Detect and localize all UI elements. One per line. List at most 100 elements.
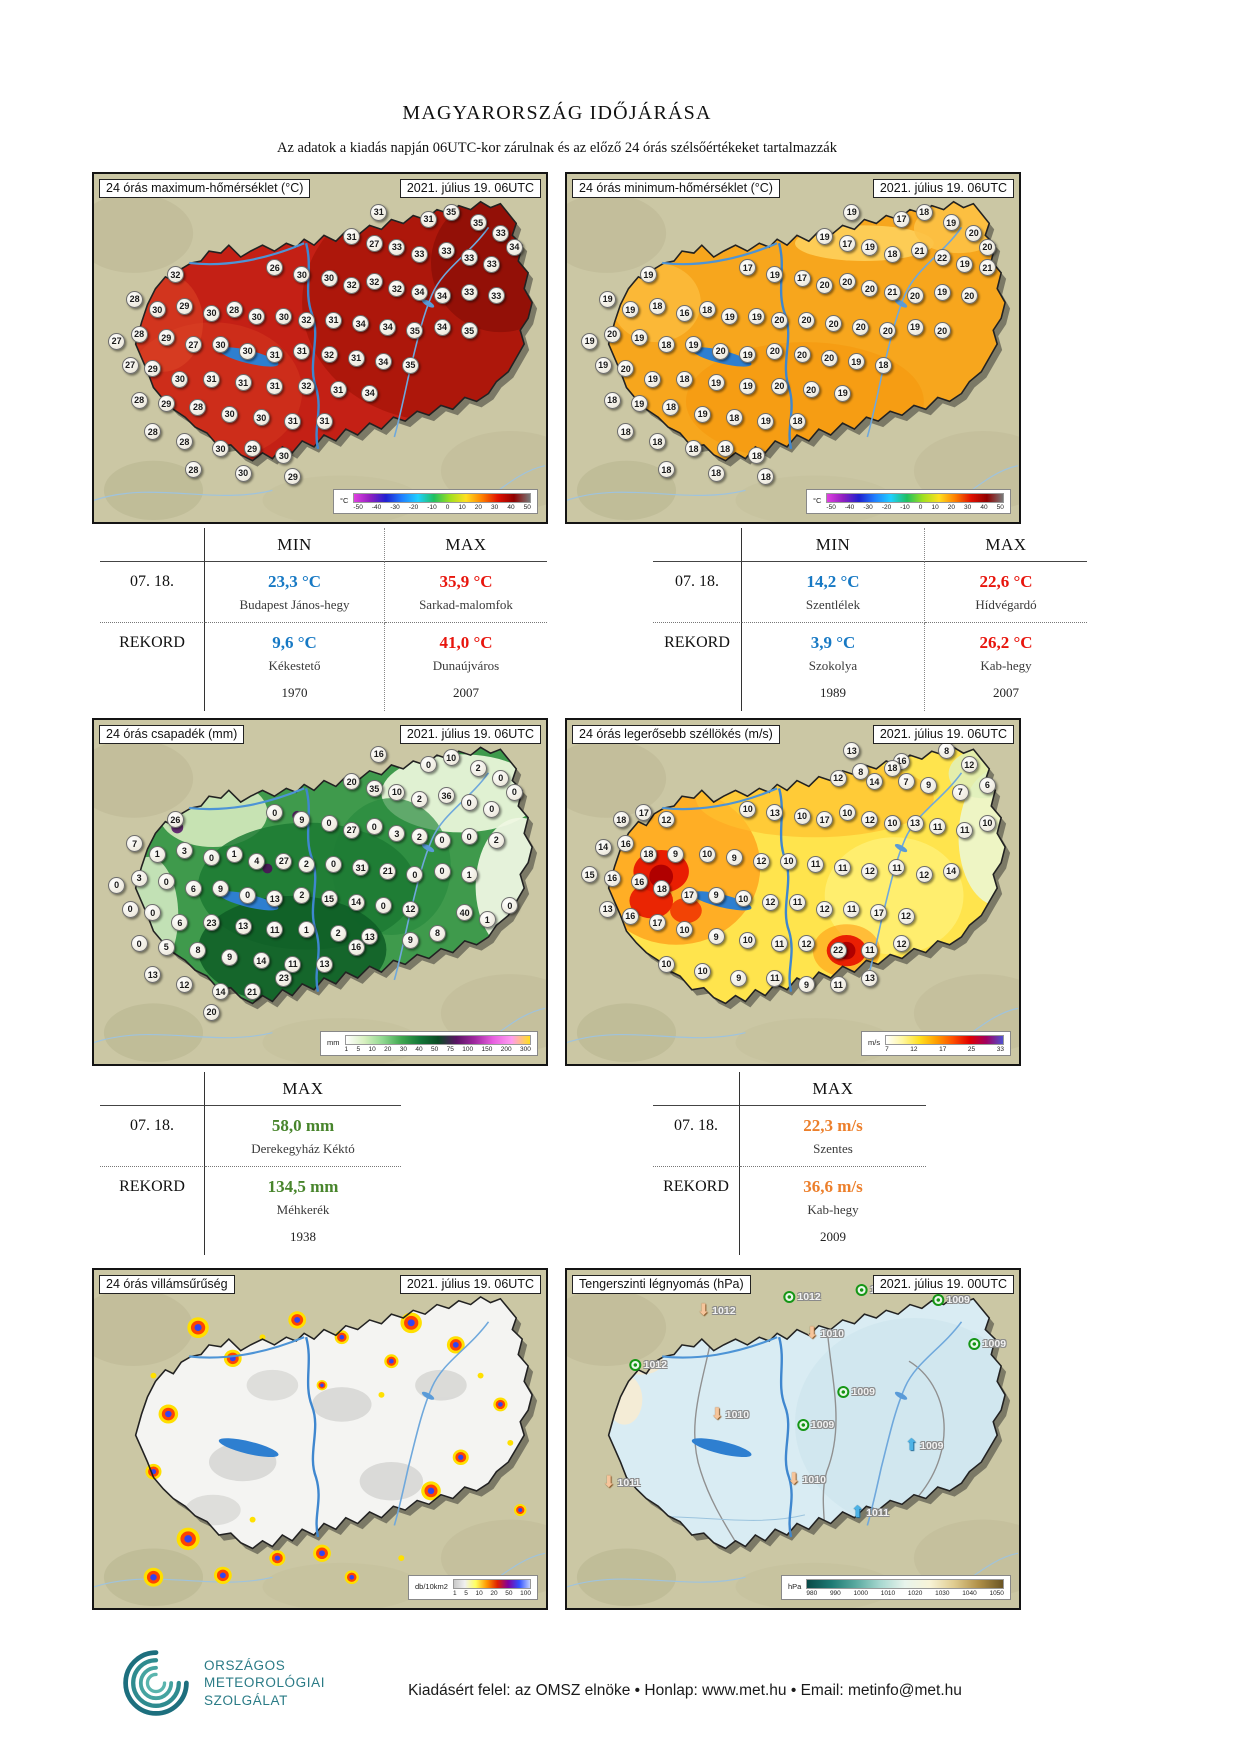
legend-unit: °C xyxy=(340,496,349,505)
station-marker: 28 xyxy=(130,325,148,343)
station-marker: 9 xyxy=(798,976,816,994)
row-label-date: 07. 18. xyxy=(100,1106,205,1167)
map-title-box: 24 órás legerősebb széllökés (m/s) xyxy=(572,725,780,744)
station-marker: 19 xyxy=(816,228,834,246)
station-marker: 18 xyxy=(603,391,621,409)
station-marker: 32 xyxy=(297,311,315,329)
legend-tick: 1010 xyxy=(880,1590,896,1597)
legend-gradient-bar xyxy=(452,1579,531,1589)
station-marker: 7 xyxy=(897,773,915,791)
pressure-tendency-icon xyxy=(805,1326,818,1342)
record-max-year: 1938 xyxy=(290,1229,316,1244)
station-marker: 35 xyxy=(460,322,478,340)
legend-tick: 1050 xyxy=(989,1590,1004,1597)
pressure-value: 1012 xyxy=(643,1358,668,1371)
color-scale-legend: m/s 7 12 17 25 33 xyxy=(861,1031,1011,1056)
legend-tick: 75 xyxy=(446,1046,454,1053)
pressure-station-marker: 1012 xyxy=(697,1303,735,1319)
daily-max-value: 35,9 °C xyxy=(439,572,493,591)
station-marker: 28 xyxy=(126,290,144,308)
legend-tick: 50 xyxy=(431,1046,439,1053)
legend-tick: 20 xyxy=(490,1590,498,1597)
legend-tick: 10 xyxy=(368,1046,376,1053)
pressure-tendency-icon xyxy=(932,1294,945,1307)
record-max-value: 134,5 mm xyxy=(267,1177,339,1196)
station-marker: 6 xyxy=(171,914,189,932)
station-marker: 13 xyxy=(316,955,334,973)
min-temp-extremes-table: MIN MAX 07. 18. 14,2 °C Szentlélek 22,6 °… xyxy=(653,528,1087,711)
station-marker: 13 xyxy=(843,742,861,760)
station-marker: 9 xyxy=(707,886,725,904)
station-marker: 12 xyxy=(829,769,847,787)
station-marker: 34 xyxy=(433,318,451,336)
record-min-year: 1970 xyxy=(281,685,308,700)
page-title: MAGYARORSZÁG IDŐJÁRÁSA xyxy=(402,102,712,124)
station-marker: 20 xyxy=(770,377,788,395)
station-marker: 0 xyxy=(492,769,510,787)
station-marker: 10 xyxy=(838,804,856,822)
station-marker: 13 xyxy=(599,900,617,918)
station-marker: 18 xyxy=(707,464,725,482)
record-max-year: 2009 xyxy=(820,1229,846,1244)
pressure-value: 1009 xyxy=(810,1419,835,1432)
record-min-value: 3,9 °C xyxy=(810,633,856,652)
pressure-tendency-icon xyxy=(783,1291,796,1304)
station-marker: 19 xyxy=(644,370,662,388)
station-marker: 32 xyxy=(365,273,383,291)
legend-tick: -50 xyxy=(353,504,363,511)
station-marker: 19 xyxy=(630,395,648,413)
legend-tick: 1000 xyxy=(853,1590,868,1597)
station-marker: 9 xyxy=(293,811,311,829)
station-marker: 0 xyxy=(121,900,139,918)
station-marker: 20 xyxy=(965,224,983,242)
pressure-station-marker: 1009 xyxy=(796,1419,835,1432)
pressure-tendency-icon xyxy=(710,1407,723,1423)
station-marker: 20 xyxy=(861,280,879,298)
station-marker: 19 xyxy=(739,377,757,395)
legend-gradient-bar xyxy=(826,493,1004,503)
station-marker: 10 xyxy=(694,962,712,980)
legend-tick: 5 xyxy=(464,1590,468,1597)
record-max-value: 26,2 °C xyxy=(979,633,1033,652)
station-marker: 0 xyxy=(433,862,451,880)
station-marker: 19 xyxy=(621,301,639,319)
pressure-value: 1012 xyxy=(797,1291,821,1304)
station-marker: 10 xyxy=(657,955,675,973)
legend-tick: 33 xyxy=(996,1046,1004,1053)
panel-max-temp: 24 órás maximum-hőmérséklet (°C) 2021. j… xyxy=(92,172,548,524)
legend-tick: 990 xyxy=(829,1590,841,1597)
station-marker: 14 xyxy=(252,952,270,970)
station-marker: 28 xyxy=(225,301,243,319)
hungary-map-pressure xyxy=(567,1288,1019,1608)
pressure-value: 1011 xyxy=(617,1476,641,1489)
station-marker: 0 xyxy=(130,935,148,953)
daily-max-cell: 35,9 °C Sarkad-malomfok xyxy=(385,562,547,623)
omsz-logo-text: ORSZÁGOS METEOROLÓGIAI SZOLGÁLAT xyxy=(204,1657,325,1710)
station-marker: 33 xyxy=(410,245,428,263)
station-marker: 13 xyxy=(234,917,252,935)
station-marker: 32 xyxy=(388,280,406,298)
station-marker: 12 xyxy=(761,893,779,911)
station-marker: 30 xyxy=(234,464,252,482)
pressure-station-marker: 1009 xyxy=(837,1385,875,1398)
panel-sea-level-pressure: Tengerszinti légnyomás (hPa) 2021. júliu… xyxy=(565,1268,1021,1610)
legend-tick: 50 xyxy=(505,1590,513,1597)
station-marker: 30 xyxy=(275,447,293,465)
row-label-date: 07. 18. xyxy=(653,562,742,623)
station-marker: 10 xyxy=(978,814,996,832)
station-marker: 18 xyxy=(657,461,675,479)
station-marker: 20 xyxy=(617,360,635,378)
station-marker: 18 xyxy=(662,398,680,416)
color-scale-legend: hPa 980 990 1000 1010 1020 1030 1040 1050 xyxy=(781,1575,1011,1600)
station-marker: 19 xyxy=(599,290,617,308)
panel-lightning-density: 24 órás villámsűrűség 2021. július 19. 0… xyxy=(92,1268,548,1610)
record-min-place: Szokolya xyxy=(808,658,858,673)
station-marker: 33 xyxy=(460,249,478,267)
pressure-value: 1009 xyxy=(982,1338,1007,1351)
station-marker: 2 xyxy=(293,886,311,904)
station-marker: 0 xyxy=(406,866,424,884)
station-marker: 18 xyxy=(757,468,775,486)
column-header-max: MAX xyxy=(740,1072,926,1106)
station-marker: 12 xyxy=(892,935,910,953)
daily-max-value: 22,6 °C xyxy=(979,572,1033,591)
